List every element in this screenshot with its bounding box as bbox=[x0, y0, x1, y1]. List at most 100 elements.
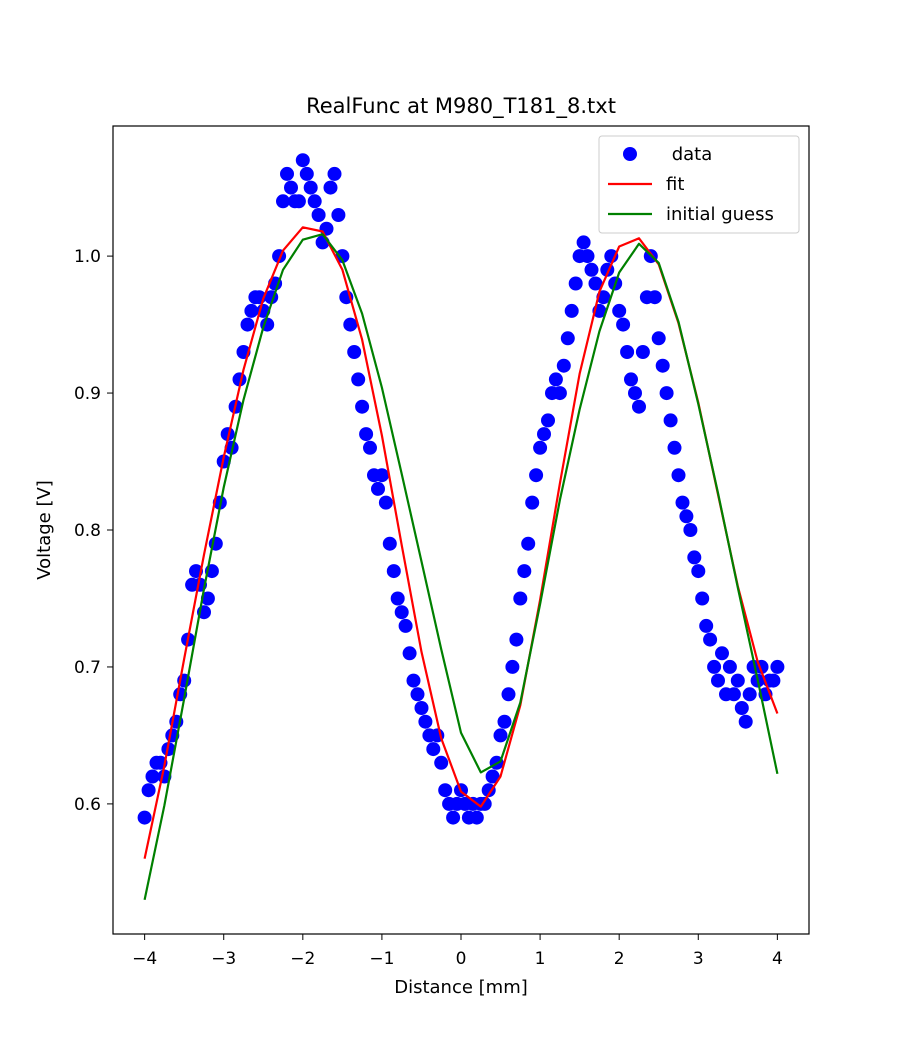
data-point bbox=[446, 810, 461, 825]
x-tick-label: 1 bbox=[535, 949, 546, 969]
data-point bbox=[703, 632, 718, 647]
data-point bbox=[707, 659, 722, 674]
data-point bbox=[521, 536, 536, 551]
x-tick-label: −2 bbox=[290, 949, 315, 969]
data-point bbox=[406, 673, 421, 688]
x-tick-label: −1 bbox=[369, 949, 394, 969]
data-point bbox=[560, 331, 575, 346]
data-point bbox=[738, 714, 753, 729]
data-point bbox=[284, 180, 298, 195]
data-point bbox=[402, 646, 417, 661]
data-point bbox=[351, 372, 366, 387]
legend-marker-data bbox=[623, 147, 637, 161]
data-point bbox=[537, 427, 551, 442]
data-point bbox=[323, 180, 338, 195]
data-point bbox=[588, 276, 603, 291]
legend-label-data: data bbox=[666, 144, 712, 165]
data-point bbox=[655, 358, 670, 373]
data-point bbox=[556, 358, 571, 373]
data-point bbox=[311, 208, 326, 222]
data-point bbox=[548, 372, 563, 387]
data-point bbox=[371, 481, 385, 496]
data-point bbox=[426, 742, 441, 757]
data-point bbox=[730, 673, 745, 688]
data-point bbox=[620, 345, 635, 359]
series-line-initial-guess bbox=[143, 233, 779, 901]
legend-label-initial-guess: initial guess bbox=[666, 204, 774, 225]
data-point bbox=[671, 468, 686, 483]
y-axis-label: Voltage [V] bbox=[34, 480, 55, 580]
data-point bbox=[276, 194, 290, 209]
y-tick-label: 0.8 bbox=[74, 521, 101, 541]
data-point bbox=[303, 180, 318, 195]
data-point bbox=[711, 673, 725, 688]
data-point bbox=[533, 440, 548, 455]
x-axis-label: Distance [mm] bbox=[394, 977, 528, 998]
data-point bbox=[734, 701, 749, 715]
data-point bbox=[742, 687, 757, 702]
data-point bbox=[675, 495, 690, 510]
data-point bbox=[378, 495, 393, 510]
data-point bbox=[291, 194, 306, 209]
data-point bbox=[726, 687, 741, 702]
data-point bbox=[576, 235, 591, 250]
data-point bbox=[513, 591, 528, 606]
x-tick-label: 0 bbox=[456, 949, 467, 969]
data-point bbox=[418, 714, 433, 729]
data-point bbox=[659, 386, 674, 401]
data-point bbox=[398, 618, 413, 633]
data-point bbox=[363, 440, 377, 455]
data-point bbox=[517, 564, 532, 579]
data-point bbox=[374, 468, 389, 483]
data-point bbox=[505, 659, 520, 674]
data-point bbox=[552, 386, 567, 401]
data-point bbox=[382, 536, 397, 551]
data-point bbox=[410, 687, 425, 702]
data-point bbox=[624, 372, 638, 387]
data-point bbox=[469, 810, 484, 825]
x-tick-label: −3 bbox=[211, 949, 236, 969]
data-point bbox=[331, 208, 346, 222]
data-point bbox=[335, 249, 350, 264]
data-point bbox=[691, 564, 706, 579]
y-tick-label: 0.9 bbox=[74, 384, 101, 404]
data-point bbox=[307, 194, 322, 209]
data-point bbox=[541, 413, 555, 428]
data-point bbox=[529, 468, 544, 483]
data-point bbox=[240, 317, 255, 332]
legend: data fit initial guess bbox=[598, 135, 800, 234]
data-point bbox=[509, 632, 524, 647]
data-point bbox=[722, 659, 737, 674]
data-point bbox=[280, 166, 294, 181]
data-point bbox=[200, 591, 215, 606]
data-point bbox=[683, 523, 698, 537]
data-point bbox=[327, 166, 342, 181]
data-point bbox=[695, 591, 710, 606]
data-point bbox=[770, 659, 785, 674]
data-point bbox=[699, 618, 714, 633]
data-point bbox=[564, 303, 579, 318]
data-point bbox=[651, 331, 666, 346]
data-point bbox=[766, 673, 781, 688]
data-point bbox=[295, 153, 310, 168]
data-point bbox=[434, 755, 449, 770]
data-point bbox=[628, 386, 642, 401]
legend-box bbox=[598, 135, 800, 234]
data-point bbox=[525, 495, 540, 510]
x-tick-label: 2 bbox=[614, 949, 625, 969]
data-point bbox=[604, 249, 619, 264]
data-point bbox=[679, 509, 694, 524]
data-point bbox=[145, 769, 160, 784]
data-point bbox=[715, 646, 729, 661]
x-tick-label: 3 bbox=[693, 949, 704, 969]
plot-area bbox=[137, 153, 785, 901]
data-point bbox=[501, 687, 516, 702]
y-tick-label: 1.0 bbox=[74, 247, 101, 267]
data-point bbox=[481, 783, 496, 798]
data-point bbox=[632, 399, 646, 414]
data-point bbox=[616, 317, 631, 332]
data-point bbox=[612, 303, 627, 318]
data-point bbox=[220, 427, 235, 442]
data-point bbox=[244, 303, 259, 318]
